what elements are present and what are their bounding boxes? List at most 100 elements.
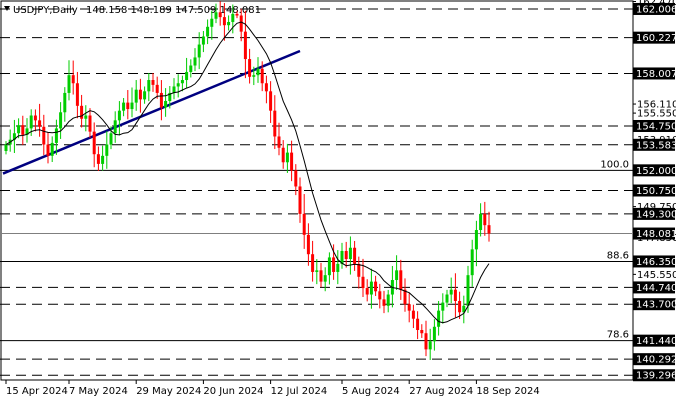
candle-body-bull (214, 12, 218, 19)
price-tags: 162.006 160.227 158.007 154.750 153.583 152.0… (633, 2, 676, 382)
candle-body-bear (407, 304, 411, 311)
moving-average-line (5, 21, 490, 324)
candle-body-bear (75, 83, 79, 106)
candle-body-bull (63, 92, 67, 113)
candle-body-bull (134, 89, 138, 103)
time-tick-label: 27 Aug 2024 (409, 386, 473, 397)
candle-body-bear (92, 131, 96, 155)
price-tag-box (633, 184, 675, 197)
candle-body-bull (101, 155, 105, 164)
candle-body-bear (420, 330, 424, 334)
candle-body-bull (12, 133, 16, 140)
candle-body-bull (4, 144, 8, 151)
candle-body-bear (88, 115, 92, 132)
candle-body-bull (336, 263, 340, 272)
price-tick-label: 149.750 (637, 202, 676, 213)
candle-body-bull (105, 144, 109, 156)
price-tag-label: 162.006 (636, 4, 676, 15)
candle-body-bull (210, 18, 214, 27)
price-tag-label: 143.700 (636, 300, 676, 311)
candle-body-bear (344, 250, 348, 260)
candle-body-bull (176, 83, 180, 87)
candle-body-bull (369, 281, 373, 295)
time-tick-label: 7 May 2024 (69, 386, 128, 397)
price-tag-label: 149.300 (636, 209, 676, 220)
candle-body-bull (441, 302, 445, 311)
time-axis: 15 Apr 2024 7 May 2024 29 May 2024 20 Jun 2… (5, 380, 540, 397)
candle-body-bull (227, 21, 231, 26)
price-tag-label: 144.740 (636, 283, 676, 294)
candle-body-bear (33, 115, 37, 121)
price-tag-label: 158.007 (636, 69, 676, 80)
price-tag-label: 140.292 (636, 355, 676, 366)
candle-body-bear (126, 102, 130, 110)
fib-labels: 100.0 88.6 78.6 (600, 159, 629, 340)
price-tag-box (633, 353, 675, 366)
candle-body-bear (374, 281, 378, 292)
candle-body-bear (424, 333, 428, 350)
candle-body-bear (411, 310, 415, 319)
candle-body-bull (168, 92, 172, 101)
candle-body-bull (395, 270, 399, 281)
candle-body-bear (46, 144, 50, 156)
candle-body-bear (218, 12, 222, 18)
candle-body-bear (399, 270, 403, 290)
time-tick-label: 15 Apr 2024 (6, 386, 68, 397)
fib-level-label: 78.6 (607, 330, 629, 341)
candle-body-bull (445, 294, 449, 303)
candle-body-bear (138, 89, 142, 100)
candles-layer (4, 1, 491, 360)
price-tick-label: 145.550 (637, 270, 676, 281)
time-tick-label: 5 Aug 2024 (342, 386, 400, 397)
time-tick-label: 29 May 2024 (136, 386, 201, 397)
price-tag-label: 146.350 (636, 257, 676, 268)
candle-body-bear (382, 299, 386, 306)
candle-body-bull (428, 341, 432, 350)
chart-title: USDJPY,Daily (13, 5, 78, 16)
candle-body-bull (67, 75, 71, 93)
candle-body-bull (113, 120, 117, 134)
candle-body-bear (235, 13, 239, 16)
candle-body-bull (479, 213, 483, 231)
candle-body-bear (294, 170, 298, 187)
price-tag-box (633, 164, 675, 177)
candle-body-bull (340, 250, 344, 264)
candle-body-bull (206, 26, 210, 37)
candle-body-bull (252, 75, 256, 77)
candle-body-bull (470, 249, 474, 276)
price-tag-label: 148.081 (636, 229, 676, 240)
candle-body-bear (487, 225, 491, 234)
candle-body-bull (59, 112, 63, 129)
candle-body-bull (50, 142, 54, 156)
candle-body-bear (42, 126, 46, 145)
price-tag-label: 154.750 (636, 121, 676, 132)
candle-body-bear (260, 68, 264, 84)
candle-body-bull (323, 275, 327, 282)
candle-body-bear (302, 213, 306, 235)
candle-body-bull (130, 102, 134, 110)
candle-body-bull (285, 152, 289, 163)
candle-body-bull (17, 125, 21, 134)
candle-body-bull (327, 257, 331, 276)
candle-body-bear (38, 120, 42, 127)
candle-body-bull (143, 91, 147, 100)
candle-body-bull (25, 128, 29, 135)
candle-body-bear (483, 213, 487, 226)
time-tick-label: 12 Jul 2024 (271, 386, 328, 397)
candle-body-bull (462, 305, 466, 313)
time-tick-label: 18 Sep 2024 (476, 386, 539, 397)
candle-body-bear (21, 125, 25, 135)
price-tag-box (633, 119, 675, 132)
price-tag-label: 153.583 (636, 140, 676, 151)
fib-level-label: 88.6 (607, 250, 629, 261)
candle-body-bull (315, 270, 319, 272)
candle-body-bear (458, 300, 462, 313)
candle-body-bear (222, 17, 226, 26)
price-tag-label: 141.440 (636, 336, 676, 347)
fib-level-label: 100.0 (600, 159, 629, 170)
ohlc-readout: 148.158 148.189 147.509 148.081 (86, 5, 261, 16)
candle-body-bear (453, 289, 457, 301)
candle-body-bull (231, 13, 235, 22)
plot-frame (0, 0, 634, 381)
